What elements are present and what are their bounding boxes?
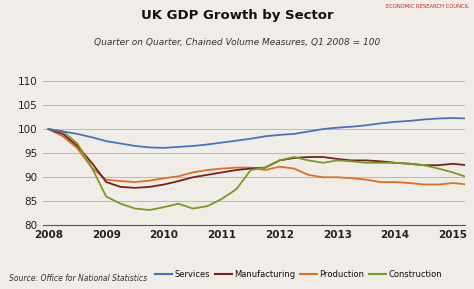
Text: Quarter on Quarter, Chained Volume Measures, Q1 2008 = 100: Quarter on Quarter, Chained Volume Measu… — [94, 38, 380, 47]
Text: Source: Office for National Statistics: Source: Office for National Statistics — [9, 274, 147, 283]
Text: ECONOMIC RESEARCH COUNCIL: ECONOMIC RESEARCH COUNCIL — [386, 4, 469, 9]
Legend: Services, Manufacturing, Production, Construction: Services, Manufacturing, Production, Con… — [152, 266, 446, 282]
Text: UK GDP Growth by Sector: UK GDP Growth by Sector — [141, 9, 333, 22]
